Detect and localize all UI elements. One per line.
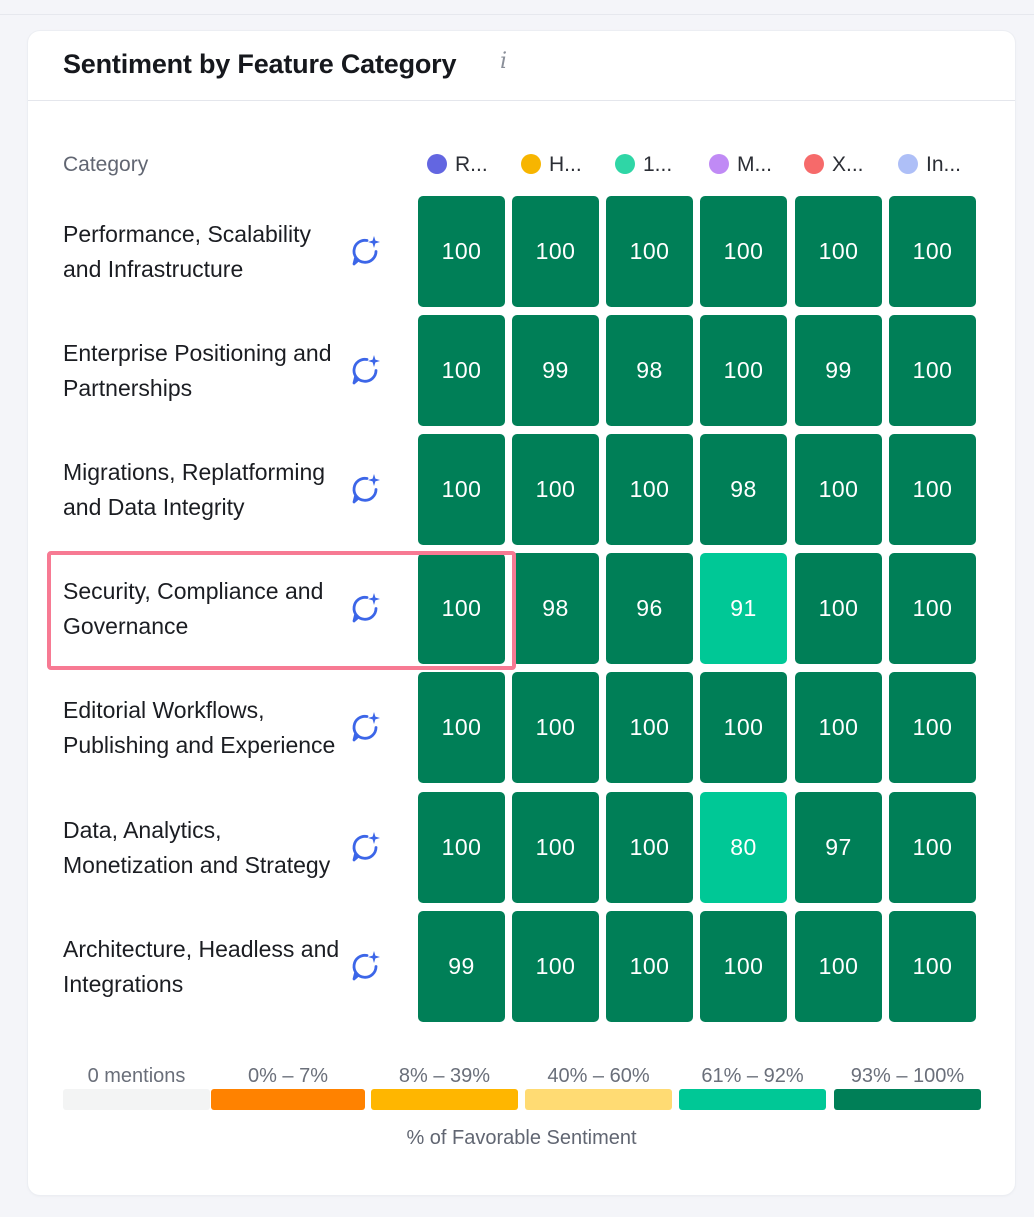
heatmap-cell[interactable]: 100 <box>512 196 599 307</box>
heatmap-cell[interactable]: 99 <box>418 911 505 1022</box>
series-label: H... <box>549 153 582 176</box>
heatmap-cell[interactable]: 100 <box>700 911 787 1022</box>
series-legend-item[interactable]: R... <box>427 151 488 179</box>
ai-sparkle-chat-icon[interactable] <box>348 591 382 625</box>
heatmap-cell[interactable]: 100 <box>512 672 599 783</box>
heatmap-cell[interactable]: 100 <box>889 911 976 1022</box>
category-label: Enterprise Positioning and Partnerships <box>63 340 332 401</box>
heatmap-cell[interactable]: 97 <box>795 792 882 903</box>
sentiment-card: Sentiment by Feature Category i Category… <box>28 31 1015 1195</box>
series-color-dot <box>709 154 729 174</box>
heatmap-cell[interactable]: 100 <box>606 434 693 545</box>
heatmap-cell[interactable]: 100 <box>700 315 787 426</box>
series-legend-item[interactable]: In... <box>898 151 961 179</box>
scale-bucket-label: 93% – 100% <box>850 1065 965 1087</box>
heatmap-cell[interactable]: 100 <box>889 315 976 426</box>
heatmap-cell[interactable]: 100 <box>795 434 882 545</box>
ai-sparkle-chat-icon[interactable] <box>348 353 382 387</box>
category-column-header: Category <box>63 153 149 176</box>
series-color-dot <box>898 154 918 174</box>
ai-sparkle-chat-icon[interactable] <box>348 234 382 268</box>
category-label: Security, Compliance and Governance <box>63 578 324 639</box>
series-label: X... <box>832 153 864 176</box>
series-legend-item[interactable]: M... <box>709 151 772 179</box>
series-color-dot <box>804 154 824 174</box>
category-label: Data, Analytics, Monetization and Strate… <box>63 817 331 878</box>
top-bar <box>0 0 1034 15</box>
scale-bucket-label: 40% – 60% <box>547 1065 650 1087</box>
series-label: M... <box>737 153 772 176</box>
series-legend-item[interactable]: X... <box>804 151 864 179</box>
heatmap-cell[interactable]: 100 <box>889 792 976 903</box>
scale-bucket-label: 8% – 39% <box>398 1065 491 1087</box>
heatmap-cell[interactable]: 100 <box>795 553 882 664</box>
scale-bucket-swatch <box>834 1089 981 1110</box>
heatmap-cell[interactable]: 100 <box>606 911 693 1022</box>
category-label: Performance, Scalability and Infrastruct… <box>63 221 311 282</box>
category-label: Editorial Workflows, Publishing and Expe… <box>63 697 336 758</box>
scale-bucket-swatch <box>371 1089 518 1110</box>
heatmap-cell[interactable]: 99 <box>795 315 882 426</box>
ai-sparkle-chat-icon[interactable] <box>348 949 382 983</box>
heatmap-cell[interactable]: 100 <box>795 672 882 783</box>
category-label: Migrations, Replatforming and Data Integ… <box>63 459 326 520</box>
heatmap-cell[interactable]: 100 <box>418 553 505 664</box>
heatmap-cell[interactable]: 100 <box>512 911 599 1022</box>
scale-bucket-swatch <box>679 1089 826 1110</box>
heatmap-cell[interactable]: 99 <box>512 315 599 426</box>
heatmap-cell[interactable]: 100 <box>418 792 505 903</box>
scale-bucket-label: 0% – 7% <box>247 1065 329 1087</box>
heatmap-cell[interactable]: 100 <box>889 553 976 664</box>
heatmap-cell[interactable]: 91 <box>700 553 787 664</box>
series-color-dot <box>521 154 541 174</box>
category-label: Architecture, Headless and Integrations <box>63 936 340 997</box>
heatmap-cell[interactable]: 100 <box>418 434 505 545</box>
heatmap-cell[interactable]: 100 <box>889 672 976 783</box>
heatmap-cell[interactable]: 80 <box>700 792 787 903</box>
heatmap-cell[interactable]: 100 <box>418 315 505 426</box>
heatmap-cell[interactable]: 100 <box>889 196 976 307</box>
ai-sparkle-chat-icon[interactable] <box>348 710 382 744</box>
row-highlight-outline <box>47 551 516 670</box>
heatmap-cell[interactable]: 98 <box>606 315 693 426</box>
heatmap-cell[interactable]: 100 <box>795 911 882 1022</box>
series-label: R... <box>455 153 488 176</box>
scale-bucket-label: 61% – 92% <box>701 1065 804 1087</box>
heatmap-cell[interactable]: 100 <box>700 672 787 783</box>
scale-title: % of Favorable Sentiment <box>406 1127 637 1149</box>
series-label: In... <box>926 153 962 176</box>
series-label: 1... <box>643 153 673 176</box>
info-icon[interactable]: i <box>500 49 508 74</box>
heatmap-cell[interactable]: 100 <box>512 792 599 903</box>
ai-sparkle-chat-icon[interactable] <box>348 830 382 864</box>
heatmap-cell[interactable]: 100 <box>606 672 693 783</box>
ai-sparkle-chat-icon[interactable] <box>348 472 382 506</box>
scale-bucket-label: 0 mentions <box>87 1065 186 1087</box>
heatmap-cell[interactable]: 100 <box>606 792 693 903</box>
scale-bucket-swatch <box>63 1089 210 1110</box>
series-legend-item[interactable]: 1... <box>615 151 672 179</box>
heatmap-cell[interactable]: 100 <box>606 196 693 307</box>
heatmap-cell[interactable]: 98 <box>700 434 787 545</box>
card-header: Sentiment by Feature Category i <box>28 31 1015 101</box>
scale-bucket-swatch <box>525 1089 672 1110</box>
heatmap-cell[interactable]: 100 <box>700 196 787 307</box>
heatmap-cell[interactable]: 100 <box>418 672 505 783</box>
card-title: Sentiment by Feature Category <box>63 49 457 79</box>
heatmap-cell[interactable]: 100 <box>795 196 882 307</box>
scale-bucket-swatch <box>211 1089 365 1110</box>
heatmap-cell[interactable]: 96 <box>606 553 693 664</box>
series-legend-item[interactable]: H... <box>521 151 582 179</box>
series-color-dot <box>427 154 447 174</box>
heatmap-cell[interactable]: 98 <box>512 553 599 664</box>
series-color-dot <box>615 154 635 174</box>
heatmap-cell[interactable]: 100 <box>418 196 505 307</box>
heatmap-cell[interactable]: 100 <box>889 434 976 545</box>
heatmap-cell[interactable]: 100 <box>512 434 599 545</box>
